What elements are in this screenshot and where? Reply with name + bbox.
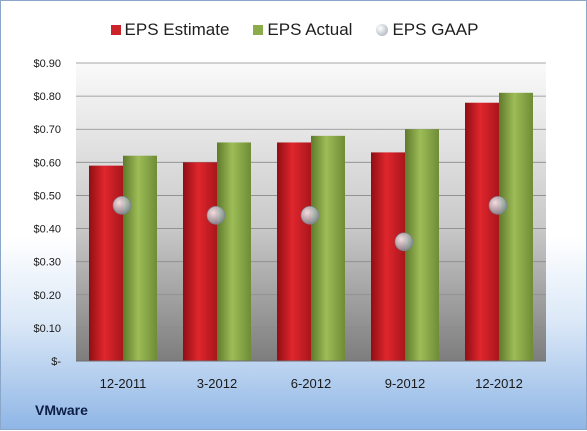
x-tick-label: 12-2011 [100, 376, 147, 391]
bar-eps-actual [499, 92, 533, 362]
legend-swatch-estimate [110, 25, 121, 35]
bar-eps-estimate [89, 165, 123, 361]
legend-label-estimate: EPS Estimate [124, 20, 230, 39]
x-tick-label: 12-2012 [475, 376, 523, 391]
marker-eps-gaap [300, 206, 320, 225]
bar-eps-actual [311, 135, 345, 361]
bar-eps-estimate [277, 142, 311, 361]
marker-eps-gaap [112, 196, 132, 215]
y-tick-label: $0.10 [33, 323, 61, 335]
legend-label-actual: EPS Actual [267, 20, 353, 39]
marker-eps-gaap [488, 196, 508, 215]
y-tick-label: $- [51, 356, 61, 368]
x-axis-ticks: 12-2011 3-2012 6-2012 9-2012 12-2012 [100, 376, 523, 391]
y-tick-label: $0.80 [33, 91, 61, 103]
x-tick-label: 9-2012 [385, 376, 425, 391]
legend-item-estimate: EPS Estimate [110, 18, 230, 42]
x-tick-label: 6-2012 [291, 376, 331, 391]
bar-eps-estimate [183, 162, 217, 361]
legend-item-actual: EPS Actual [253, 18, 352, 42]
bar-eps-estimate [465, 102, 499, 361]
y-tick-label: $0.90 [33, 58, 61, 70]
y-tick-label: $0.30 [33, 257, 61, 269]
marker-eps-gaap [394, 232, 414, 252]
bar-eps-actual [123, 155, 157, 361]
bar-eps-estimate [371, 152, 405, 361]
legend-swatch-gaap [376, 24, 389, 36]
company-label: VMware [35, 402, 88, 418]
y-tick-label: $0.50 [33, 190, 61, 202]
y-tick-label: $0.70 [33, 124, 61, 136]
legend-swatch-actual [253, 25, 264, 35]
x-tick-label: 3-2012 [197, 376, 237, 391]
bar-eps-actual [217, 142, 251, 361]
y-tick-label: $0.60 [33, 157, 61, 169]
gaap-markers [112, 196, 508, 252]
marker-eps-gaap [206, 206, 226, 225]
legend-label-gaap: EPS GAAP [392, 20, 479, 39]
y-tick-label: $0.20 [33, 290, 61, 302]
legend: EPS Estimate EPS Actual EPS GAAP [1, 18, 587, 42]
y-axis-ticks: $- $0.10 $0.20 $0.30 $0.40 $0.50 $0.60 $0.70 $0.… [33, 58, 61, 368]
y-tick-label: $0.40 [33, 224, 61, 236]
legend-item-gaap: EPS GAAP [376, 18, 478, 42]
